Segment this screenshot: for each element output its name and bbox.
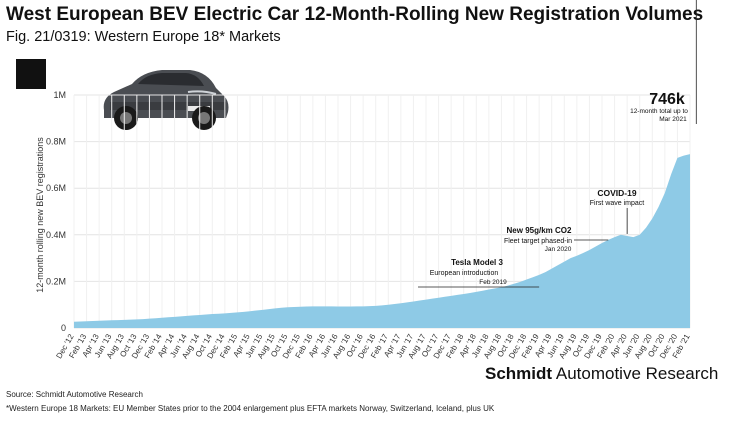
- chart-title: West European BEV Electric Car 12-Month-…: [6, 4, 704, 25]
- y-tick-label: 0: [61, 323, 66, 333]
- annotation-tesla-text: European introduction: [430, 270, 499, 277]
- brand-rest: Automotive Research: [555, 364, 719, 383]
- series-area: [74, 154, 690, 328]
- annotation-746k-title: 746k: [649, 91, 685, 108]
- annotation-tesla-title: Tesla Model 3: [451, 258, 503, 267]
- grid-lines: [73, 94, 691, 329]
- y-tick-label: 0.2M: [46, 276, 66, 286]
- y-tick-label: 0.4M: [46, 230, 66, 240]
- annotation-tesla-date: Feb 2019: [479, 279, 507, 286]
- annotation-covid-title: COVID-19: [597, 188, 636, 198]
- chart-subtitle: Fig. 21/0319: Western Europe 18* Markets: [6, 29, 281, 45]
- footnote: *Western Europe 18 Markets: EU Member St…: [6, 404, 495, 413]
- annotation-746k-date: Mar 2021: [659, 116, 687, 123]
- car-image-icon: [103, 70, 229, 130]
- annotation-covid-text: First wave impact: [590, 200, 645, 207]
- annotation-746k-text: 12-month total up to: [630, 108, 688, 115]
- source-note: Source: Schmidt Automotive Research: [6, 390, 143, 399]
- black-square-icon: [16, 59, 46, 89]
- annotation-co2-title: New 95g/km CO2: [507, 226, 572, 235]
- y-tick-label: 1M: [53, 90, 66, 100]
- y-axis-label: 12-month rolling new BEV registrations: [35, 137, 45, 293]
- y-tick-label: 0.8M: [46, 137, 66, 147]
- brand-bold: Schmidt: [485, 364, 553, 383]
- y-tick-labels: 0 0.2M 0.4M 0.6M 0.8M 1M: [46, 90, 66, 333]
- y-tick-label: 0.6M: [46, 183, 66, 193]
- brand-logo: Schmidt Automotive Research: [485, 364, 718, 384]
- annotation-co2-date: Jan 2020: [545, 246, 572, 253]
- annotation-co2-text: Fleet target phased-in: [504, 238, 572, 245]
